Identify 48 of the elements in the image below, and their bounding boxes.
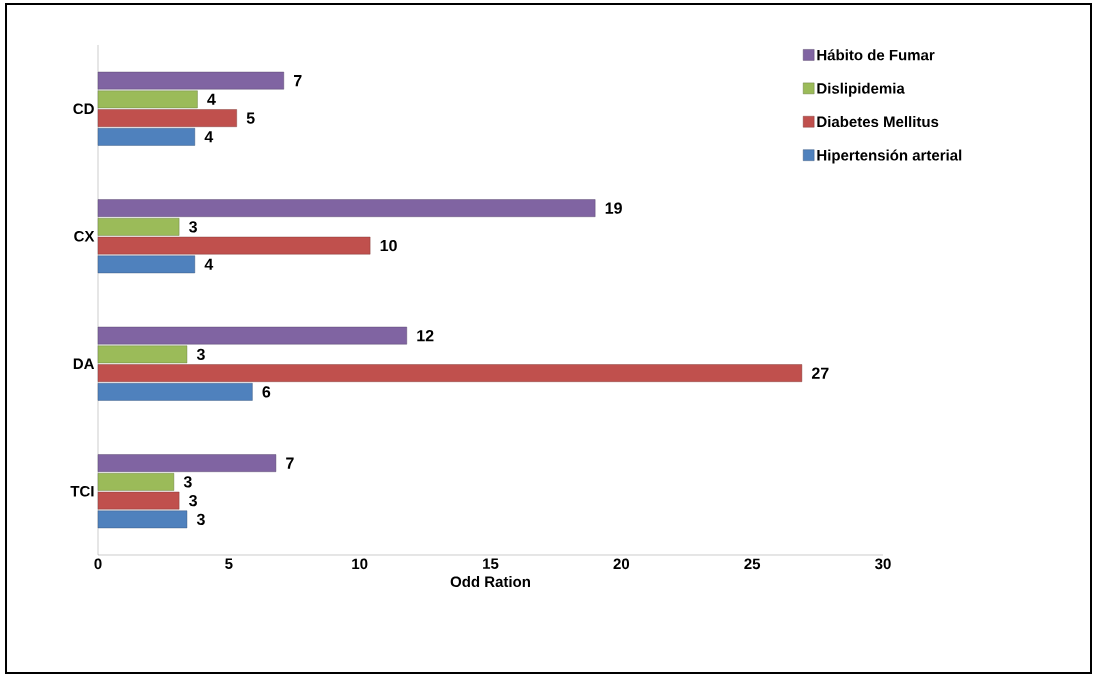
data-label: 4 xyxy=(204,131,214,143)
data-label: 27 xyxy=(811,367,829,379)
data-label: 5 xyxy=(246,112,255,124)
x-tick-label: 15 xyxy=(483,558,499,569)
bar xyxy=(97,128,196,146)
bar xyxy=(97,510,188,529)
data-label: 3 xyxy=(189,221,197,233)
data-label: 7 xyxy=(294,75,302,87)
x-tick-label: 5 xyxy=(225,558,233,569)
y-tick-label: CX xyxy=(74,230,95,242)
legend-label: Dislipidemia xyxy=(817,82,905,97)
data-label: 3 xyxy=(189,494,197,507)
x-tick-label: 10 xyxy=(352,558,368,570)
bar xyxy=(97,326,407,345)
legend-label: Hábito de Fumar xyxy=(817,49,935,61)
bar xyxy=(97,454,277,472)
bar xyxy=(97,364,803,382)
bar xyxy=(97,236,371,255)
y-tick-label: CD xyxy=(73,103,94,115)
x-axis-title: Odd Ration xyxy=(450,576,530,588)
data-label: 7 xyxy=(286,457,294,469)
bar xyxy=(97,345,188,364)
bar xyxy=(97,491,180,510)
data-label: 3 xyxy=(183,476,192,488)
bar xyxy=(97,255,196,274)
bar xyxy=(97,90,198,109)
legend-label: Hipertensión arterial xyxy=(817,149,962,164)
bar xyxy=(97,199,596,217)
bar xyxy=(97,218,180,236)
bar xyxy=(97,473,175,491)
data-label: 6 xyxy=(262,386,271,398)
x-tick-label: 0 xyxy=(94,558,102,570)
data-label: 4 xyxy=(204,258,214,270)
data-label: 10 xyxy=(380,239,397,252)
legend-label: Diabetes Mellitus xyxy=(817,116,939,128)
y-tick-label: DA xyxy=(73,358,95,369)
x-tick-label: 25 xyxy=(744,558,761,570)
data-label: 3 xyxy=(196,348,205,361)
y-tick-label: TCI xyxy=(70,485,94,497)
data-label: 4 xyxy=(207,93,216,105)
x-tick-label: 20 xyxy=(613,558,630,570)
x-tick-label: 30 xyxy=(875,558,891,570)
data-label: 12 xyxy=(417,330,434,342)
bar xyxy=(97,71,284,90)
data-label: 19 xyxy=(605,202,622,214)
bar xyxy=(97,109,237,127)
data-label: 3 xyxy=(196,513,205,526)
bar xyxy=(97,383,253,401)
